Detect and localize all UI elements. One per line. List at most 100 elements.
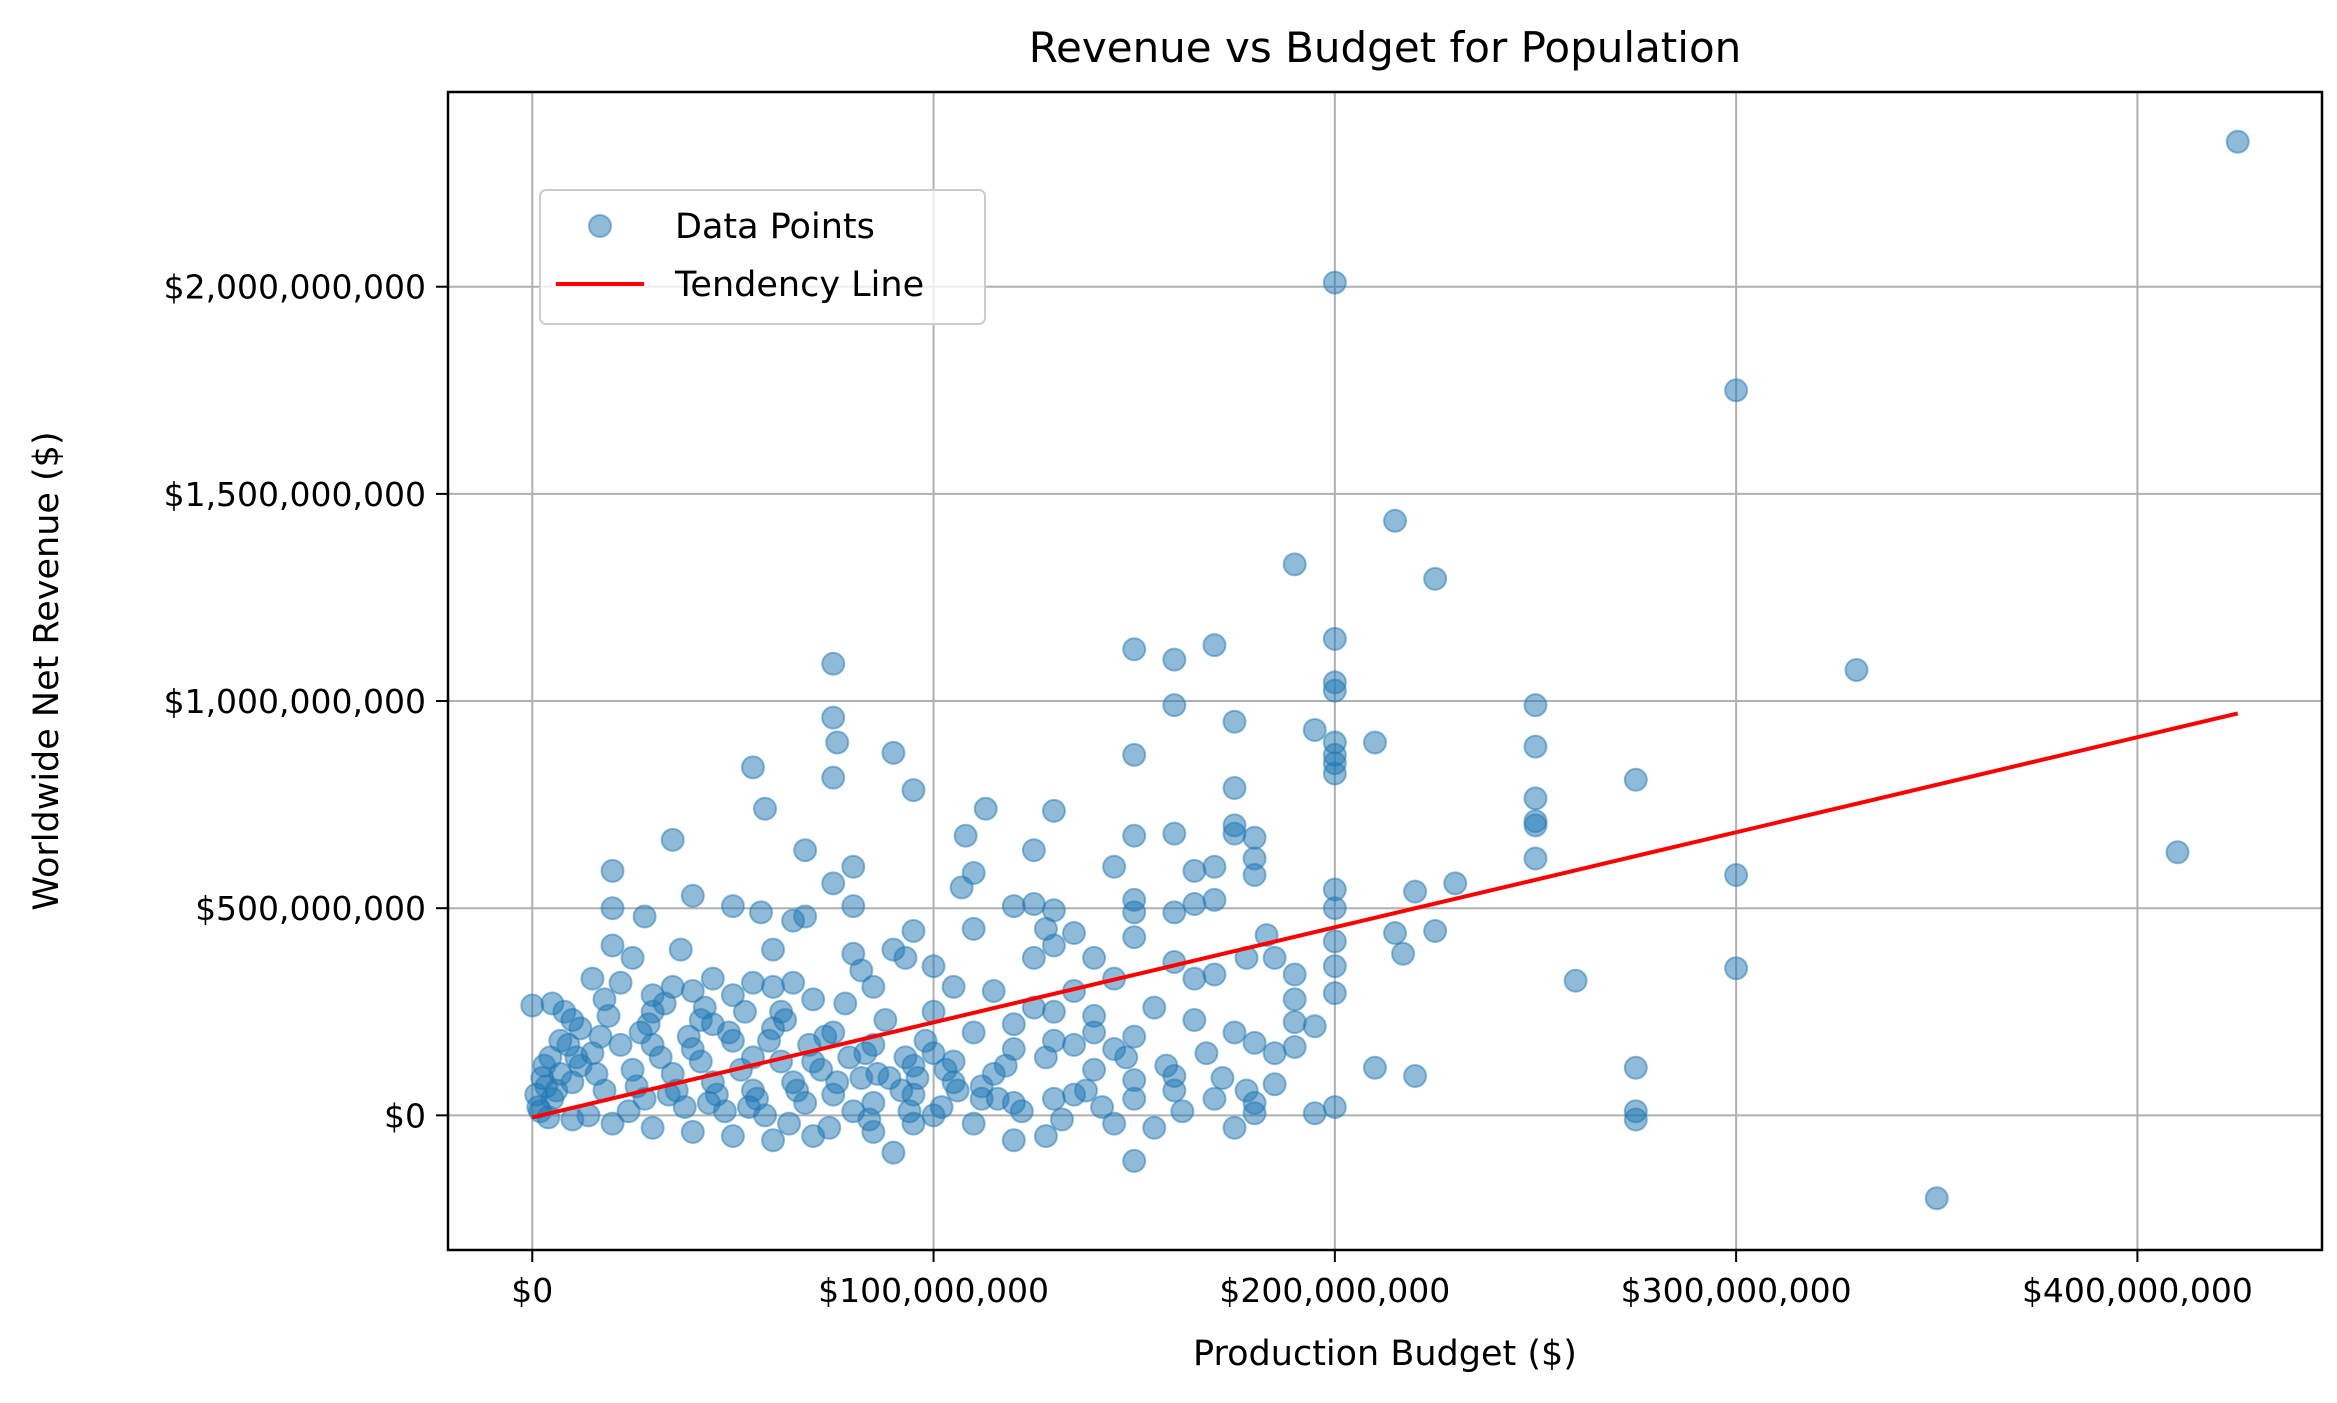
- data-point: [1122, 823, 1147, 848]
- data-point: [1041, 933, 1066, 958]
- data-point: [961, 1111, 986, 1136]
- data-point: [1122, 925, 1147, 950]
- data-point: [1049, 1107, 1074, 1132]
- data-point: [600, 858, 625, 883]
- data-point: [1322, 626, 1347, 651]
- data-point: [913, 1028, 938, 1053]
- data-point: [761, 974, 786, 999]
- data-point: [1262, 945, 1287, 970]
- data-point: [849, 958, 874, 983]
- data-point: [1062, 921, 1087, 946]
- plot-frame: [446, 90, 2324, 1252]
- x-tick-label: $400,000,000: [2022, 1271, 2253, 1310]
- data-point: [857, 1107, 882, 1132]
- data-point: [841, 854, 866, 879]
- x-axis-label: Production Budget ($): [1193, 1334, 1577, 1374]
- x-tick-label: $300,000,000: [1621, 1271, 1852, 1310]
- data-point: [588, 1024, 613, 1049]
- data-point: [985, 1086, 1010, 1111]
- data-point: [1282, 552, 1307, 577]
- data-point: [1423, 918, 1448, 943]
- data-point: [1182, 892, 1207, 917]
- data-point: [1322, 1095, 1347, 1120]
- data-point: [1009, 1099, 1034, 1124]
- data-point: [1242, 1030, 1267, 1055]
- data-point: [1302, 718, 1327, 743]
- data-point: [1322, 954, 1347, 979]
- tendency-line-layer: [531, 711, 2239, 1120]
- legend-box: [539, 189, 986, 325]
- data-point: [1001, 1012, 1026, 1037]
- data-point: [945, 1078, 970, 1103]
- data-point: [1021, 838, 1046, 863]
- data-point: [564, 1045, 589, 1070]
- legend: Data Points Tendency Line: [539, 189, 986, 325]
- data-point: [821, 765, 846, 790]
- data-point: [1523, 693, 1548, 718]
- data-point: [540, 991, 565, 1016]
- data-point: [2165, 840, 2190, 865]
- data-point: [1423, 566, 1448, 591]
- axis-ticks: $0 $100,000,000 $200,000,000 $300,000,000 $4…: [164, 268, 2253, 1310]
- data-point: [1154, 1053, 1179, 1078]
- data-point: [809, 1057, 834, 1082]
- data-point: [1523, 786, 1548, 811]
- y-tick-label: $1,500,000,000: [164, 475, 426, 514]
- data-point: [785, 1078, 810, 1103]
- data-point: [1322, 929, 1347, 954]
- data-point: [1282, 1010, 1307, 1035]
- data-point: [833, 991, 858, 1016]
- data-point: [793, 904, 818, 929]
- data-point: [1170, 1099, 1195, 1124]
- data-point: [1122, 1024, 1147, 1049]
- data-point: [1262, 1041, 1287, 1066]
- data-point: [1523, 734, 1548, 759]
- data-point: [1114, 1045, 1139, 1070]
- data-point: [632, 904, 657, 929]
- data-point: [817, 1115, 842, 1140]
- data-point: [1122, 900, 1147, 925]
- data-point: [1322, 678, 1347, 703]
- data-point: [801, 987, 826, 1012]
- data-point: [1202, 854, 1227, 879]
- legend-label-data-points: Data Points: [675, 207, 875, 247]
- data-point: [1182, 966, 1207, 991]
- data-point: [1262, 1072, 1287, 1097]
- data-point: [1102, 1111, 1127, 1136]
- data-point: [825, 730, 850, 755]
- data-point: [1142, 995, 1167, 1020]
- data-point: [608, 1032, 633, 1057]
- data-point: [580, 966, 605, 991]
- data-point: [861, 974, 886, 999]
- data-point: [1322, 981, 1347, 1006]
- data-point: [652, 991, 677, 1016]
- data-point: [1122, 742, 1147, 767]
- data-point: [1001, 1128, 1026, 1153]
- data-point: [1391, 941, 1416, 966]
- data-point: [1041, 999, 1066, 1024]
- data-point: [740, 755, 765, 780]
- data-point: [749, 900, 774, 925]
- data-point: [1202, 633, 1227, 658]
- data-point: [1122, 637, 1147, 662]
- data-point: [1222, 776, 1247, 801]
- data-point: [841, 894, 866, 919]
- data-point: [757, 1028, 782, 1053]
- data-point: [1383, 508, 1408, 533]
- data-point: [1021, 945, 1046, 970]
- data-point: [881, 1140, 906, 1165]
- data-point: [1282, 987, 1307, 1012]
- data-point: [921, 954, 946, 979]
- data-point: [716, 1020, 741, 1045]
- data-point: [1162, 900, 1187, 925]
- x-tick-label: $200,000,000: [1219, 1271, 1450, 1310]
- data-point: [596, 1003, 621, 1028]
- data-point: [680, 1119, 705, 1144]
- data-point: [1222, 821, 1247, 846]
- legend-marker-data-points: [588, 214, 612, 238]
- data-point: [901, 778, 926, 803]
- data-point: [720, 894, 745, 919]
- data-point: [933, 1057, 958, 1082]
- data-point: [1282, 1034, 1307, 1059]
- data-point: [1403, 879, 1428, 904]
